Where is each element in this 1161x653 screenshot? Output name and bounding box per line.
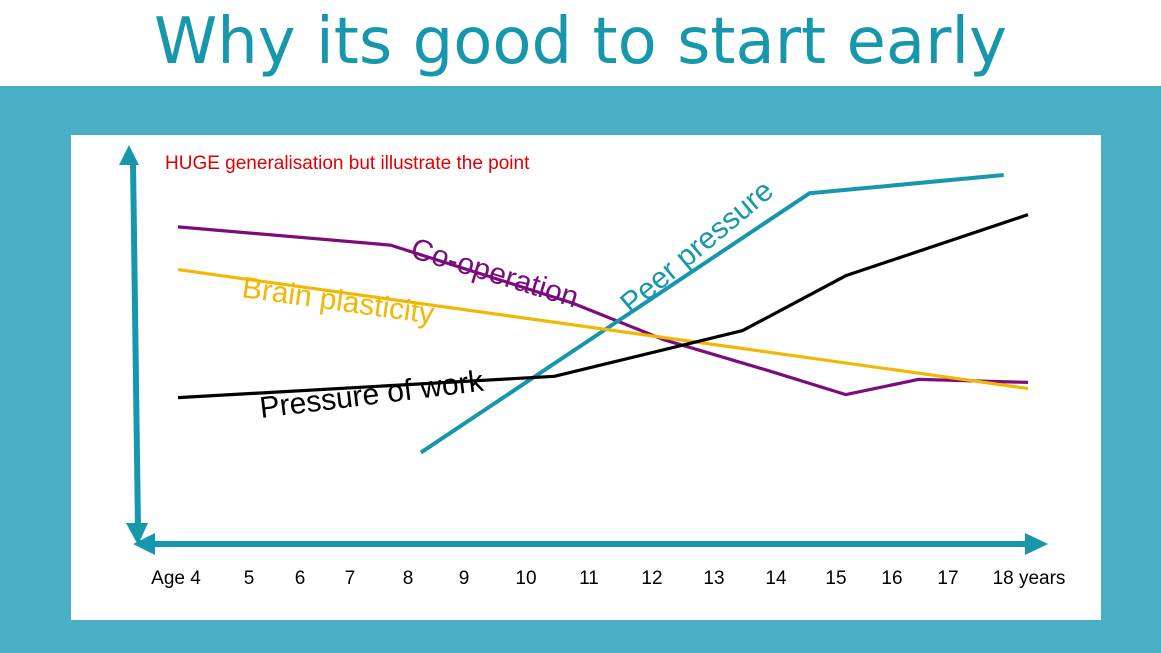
x-axis-arrow-right [1025,533,1048,555]
series-label-brain-plasticity: Brain plasticity [240,271,436,331]
x-tick-labels: Age 4 5 6 7 8 9 10 11 12 13 14 15 16 17 18 years [151,568,1065,589]
x-tick-label: 8 [403,568,414,589]
x-tick-label: 15 [825,568,846,589]
x-tick-label: 12 [641,568,662,589]
x-tick-label: 6 [295,568,306,589]
series-label-pressure-of-work: Pressure of work [258,365,486,425]
series-line-peer-pressure [419,173,1004,455]
x-tick-label: 11 [579,568,599,589]
x-tick-label: 17 [937,568,958,589]
line-chart: HUGE generalisation but illustrate the p… [119,145,1065,589]
y-axis-line [130,160,141,531]
x-tick-label: 7 [345,568,356,589]
chart-panel: HUGE generalisation but illustrate the p… [71,135,1101,620]
x-tick-label: Age 4 [151,568,201,589]
series-line-pressure-of-work [177,213,1029,400]
x-tick-label: 13 [703,568,724,589]
chart-annotation: HUGE generalisation but illustrate the p… [165,153,530,174]
x-tick-label: 10 [515,568,536,589]
series-line-co-operation [177,225,1029,397]
x-tick-label: 14 [765,568,787,589]
y-axis-arrow-bottom [126,523,148,545]
x-tick-label: 18 years [993,568,1066,589]
slide-title: Why its good to start early [153,5,1008,79]
x-tick-label: 16 [881,568,902,589]
x-tick-label: 5 [244,568,255,589]
x-axis-arrow-left [133,533,155,555]
series-layer [177,173,1029,455]
y-axis-arrow-top [119,145,139,165]
series-label-peer-pressure: Peer pressure [614,174,780,320]
x-tick-label: 9 [459,568,470,589]
series-line-brain-plasticity [177,267,1029,391]
